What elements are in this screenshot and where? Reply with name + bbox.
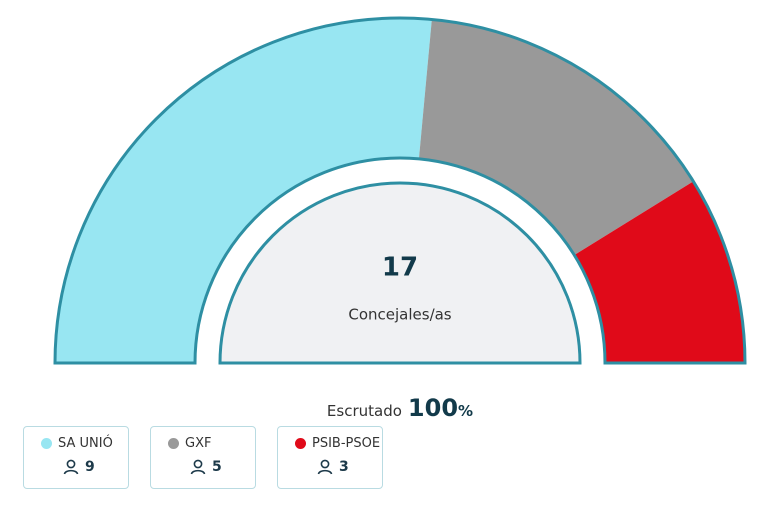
legend-seats-row: 5 [190, 459, 255, 475]
legend-name: GXF [185, 436, 212, 451]
legend-dot [41, 438, 52, 449]
total-label: Concejales/as [348, 306, 451, 324]
legend-name: SA UNIÓ [58, 436, 113, 451]
legend-name: PSIB-PSOE [312, 436, 381, 451]
chart: 17 Concejales/as [53, 16, 747, 365]
scrutinized-unit: % [458, 402, 474, 420]
legend-seats-row: 3 [317, 459, 382, 475]
center-disc [218, 181, 582, 365]
legend-item: GXF 5 [150, 426, 256, 489]
scrutinized-label: Escrutado [326, 402, 402, 420]
legend-seats-row: 9 [63, 459, 128, 475]
legend-item: PSIB-PSOE 3 [277, 426, 383, 489]
segments [55, 18, 745, 364]
legend-dot [295, 438, 306, 449]
legend-seats: 5 [212, 459, 222, 475]
legend-name-row: SA UNIÓ [41, 436, 128, 451]
user-icon [63, 459, 79, 475]
legend-item: SA UNIÓ 9 [23, 426, 129, 489]
legend-seats: 9 [85, 459, 95, 475]
segment [55, 18, 432, 364]
scrutinized-value: 100 [407, 394, 459, 422]
user-icon [190, 459, 206, 475]
legend-name-row: PSIB-PSOE [295, 436, 382, 451]
user-icon [317, 459, 333, 475]
segment [574, 181, 745, 363]
legend-name-row: GXF [168, 436, 255, 451]
legend: SA UNIÓ 9 GXF 5 PSIB-PSOE 3 [23, 426, 383, 489]
legend-seats: 3 [339, 459, 349, 475]
legend-dot [168, 438, 179, 449]
scrutinized: Escrutado 100% [0, 394, 763, 422]
segment [418, 19, 694, 256]
outline [53, 16, 747, 365]
total: 17 [382, 253, 418, 283]
